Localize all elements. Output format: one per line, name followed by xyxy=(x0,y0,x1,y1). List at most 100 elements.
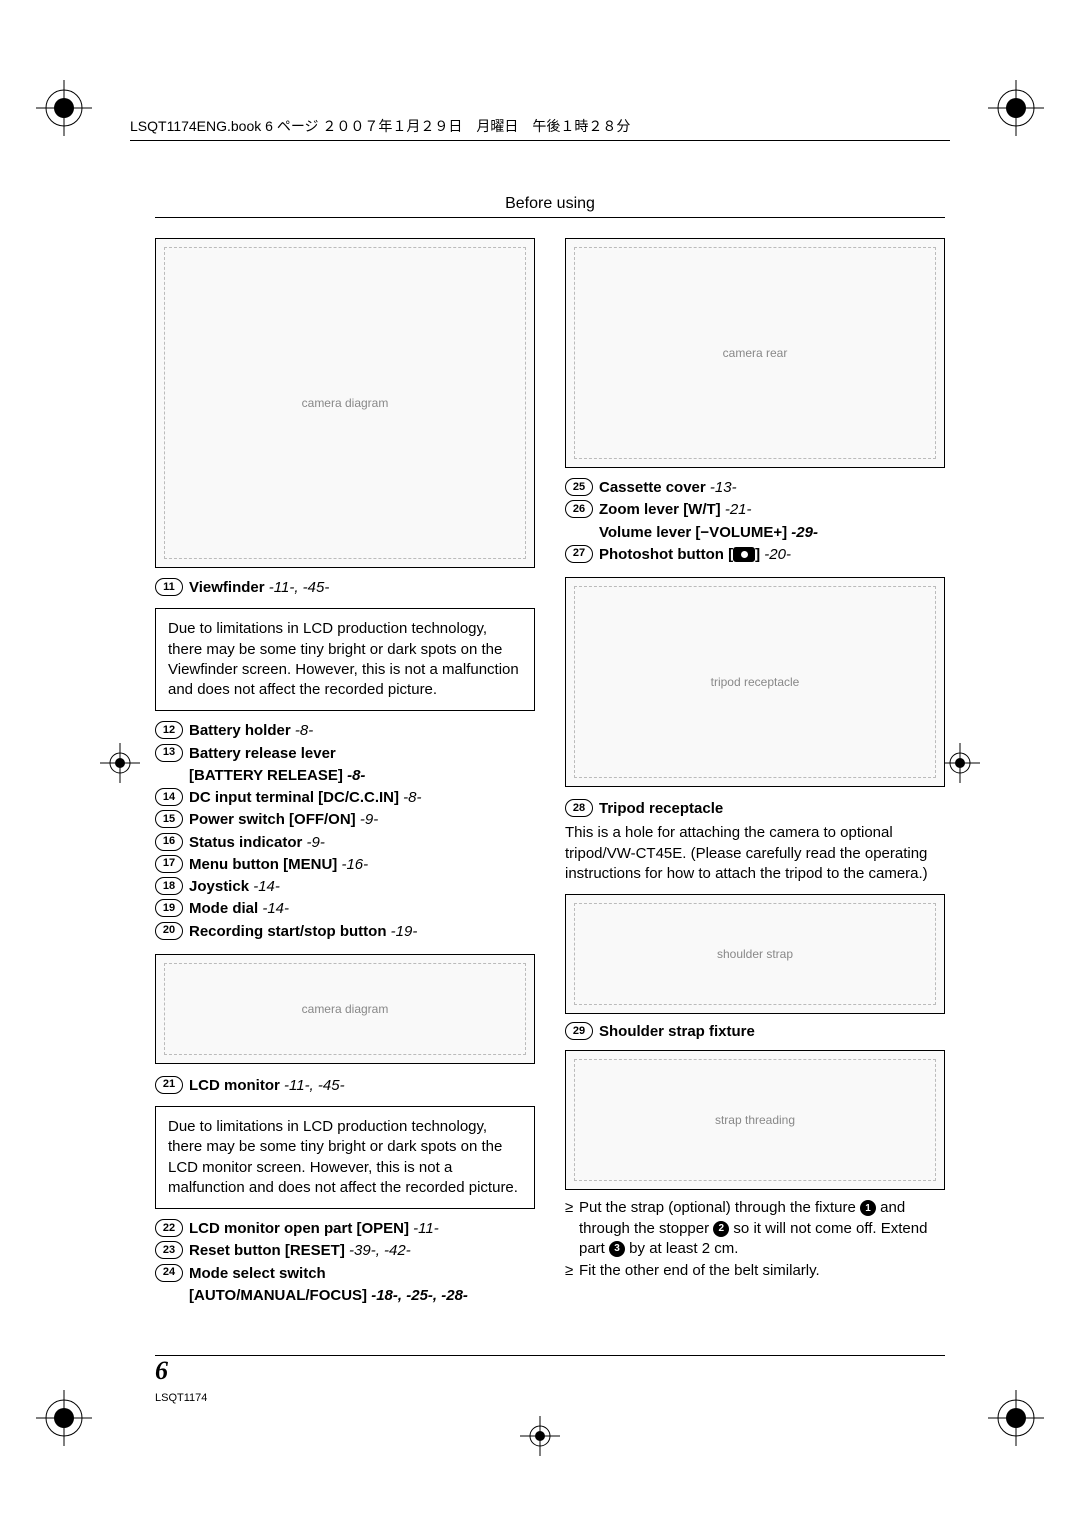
item-label: Viewfinder -11-, -45- xyxy=(189,578,329,598)
item-label: [BATTERY RELEASE] -8- xyxy=(189,766,365,786)
item-list: 25 Cassette cover -13- 26 Zoom lever [W/T] … xyxy=(565,478,945,565)
item-list: 28 Tripod receptacle xyxy=(565,799,945,819)
note-viewfinder: Due to limitations in LCD production tec… xyxy=(155,608,535,711)
item-list: 12 Battery holder -8- 13Battery release le… xyxy=(155,721,535,942)
item-label: Shoulder strap fixture xyxy=(599,1022,755,1042)
callout-number: 19 xyxy=(155,899,183,917)
bullet-item: Put the strap (optional) through the fix… xyxy=(565,1198,945,1259)
list-item: 19 Mode dial -14- xyxy=(155,899,535,919)
diagram-camera-rear: camera rear xyxy=(565,238,945,468)
item-label: Photoshot button [] -20- xyxy=(599,545,791,565)
list-item: 29 Shoulder strap fixture xyxy=(565,1022,945,1042)
item-label: Zoom lever [W/T] -21- xyxy=(599,500,752,520)
callout-number: 27 xyxy=(565,545,593,563)
list-item: 18 Joystick -14- xyxy=(155,877,535,897)
list-item: 25 Cassette cover -13- xyxy=(565,478,945,498)
list-item: 11 Viewfinder -11-, -45- xyxy=(155,578,535,598)
doc-code: LSQT1174 xyxy=(155,1392,207,1404)
list-item: [AUTO/MANUAL/FOCUS] -18-, -25-, -28- xyxy=(155,1286,535,1306)
list-item: 15 Power switch [OFF/ON] -9- xyxy=(155,810,535,830)
list-item: 14 DC input terminal [DC/C.C.IN] -8- xyxy=(155,788,535,808)
crop-mark-right xyxy=(940,743,980,783)
callout-number: 14 xyxy=(155,788,183,806)
bullet-list: Put the strap (optional) through the fix… xyxy=(565,1198,945,1281)
diagram-tripod: tripod receptacle xyxy=(565,577,945,787)
callout-number: 28 xyxy=(565,799,593,817)
callout-number: 22 xyxy=(155,1219,183,1237)
callout-number: 24 xyxy=(155,1264,183,1282)
diagram-camera-side: camera diagram xyxy=(155,238,535,568)
callout-number: 26 xyxy=(565,500,593,518)
callout-number: 20 xyxy=(155,922,183,940)
item-label: Reset button [RESET] -39-, -42- xyxy=(189,1241,411,1261)
list-item: 27 Photoshot button [] -20- xyxy=(565,545,945,565)
callout-number: 21 xyxy=(155,1076,183,1094)
inline-number-icon: 2 xyxy=(713,1221,729,1237)
reg-mark-br xyxy=(988,1390,1044,1446)
list-item: 20 Recording start/stop button -19- xyxy=(155,922,535,942)
item-list: 22 LCD monitor open part [OPEN] -11- 23 Res… xyxy=(155,1219,535,1306)
inline-number-icon: 3 xyxy=(609,1241,625,1257)
item-label: Tripod receptacle xyxy=(599,799,723,819)
callout-number: 12 xyxy=(155,721,183,739)
diagram-strap-threading: strap threading xyxy=(565,1050,945,1190)
callout-number: 25 xyxy=(565,478,593,496)
item-list: 11 Viewfinder -11-, -45- xyxy=(155,578,535,598)
item-label: Mode dial -14- xyxy=(189,899,289,919)
item-label: Battery release lever xyxy=(189,744,336,764)
callout-number: 23 xyxy=(155,1241,183,1259)
tripod-description: This is a hole for attaching the camera … xyxy=(565,823,945,884)
list-item: 26 Zoom lever [W/T] -21- xyxy=(565,500,945,520)
item-label: Menu button [MENU] -16- xyxy=(189,855,368,875)
callout-number: 11 xyxy=(155,578,183,596)
inline-number-icon: 1 xyxy=(860,1200,876,1216)
list-item: 21 LCD monitor -11-, -45- xyxy=(155,1076,535,1096)
list-item: [BATTERY RELEASE] -8- xyxy=(155,766,535,786)
list-item: 17 Menu button [MENU] -16- xyxy=(155,855,535,875)
reg-mark-bl xyxy=(36,1390,92,1446)
note-lcd: Due to limitations in LCD production tec… xyxy=(155,1106,535,1209)
left-column: camera diagram 11 Viewfinder -11-, -45- D… xyxy=(155,238,535,1308)
callout-number: 15 xyxy=(155,810,183,828)
item-label: Joystick -14- xyxy=(189,877,280,897)
list-item: 24 Mode select switch xyxy=(155,1264,535,1284)
title-rule xyxy=(155,217,945,218)
section-title: Before using xyxy=(155,195,945,213)
header-rule xyxy=(130,140,950,141)
item-label: Power switch [OFF/ON] -9- xyxy=(189,810,378,830)
footer-rule xyxy=(155,1355,945,1356)
camera-icon xyxy=(733,547,755,562)
item-label: Battery holder -8- xyxy=(189,721,313,741)
list-item: 28 Tripod receptacle xyxy=(565,799,945,819)
list-item: 12 Battery holder -8- xyxy=(155,721,535,741)
crop-mark-bottom xyxy=(520,1416,560,1456)
item-label: Recording start/stop button -19- xyxy=(189,922,417,942)
item-label: Volume lever [−VOLUME+] -29- xyxy=(599,523,818,543)
item-list: 29 Shoulder strap fixture xyxy=(565,1022,945,1042)
list-item: 22 LCD monitor open part [OPEN] -11- xyxy=(155,1219,535,1239)
header-line: LSQT1174ENG.book 6 ページ ２００７年１月２９日 月曜日 午後… xyxy=(130,116,630,136)
page-number: 6 xyxy=(155,1356,168,1386)
diagram-camera-lcd: camera diagram xyxy=(155,954,535,1064)
list-item: 13Battery release lever xyxy=(155,744,535,764)
crop-mark-left xyxy=(100,743,140,783)
bullet-item: Fit the other end of the belt similarly. xyxy=(565,1261,945,1281)
item-label: LCD monitor -11-, -45- xyxy=(189,1076,345,1096)
content-area: Before using camera diagram 11 Viewfinder… xyxy=(155,195,945,1396)
list-item: Volume lever [−VOLUME+] -29- xyxy=(565,523,945,543)
item-label: LCD monitor open part [OPEN] -11- xyxy=(189,1219,439,1239)
diagram-strap-fixture: shoulder strap xyxy=(565,894,945,1014)
right-column: camera rear 25 Cassette cover -13- 26 Zoom … xyxy=(565,238,945,1308)
item-label: DC input terminal [DC/C.C.IN] -8- xyxy=(189,788,422,808)
callout-number: 18 xyxy=(155,877,183,895)
item-label: Status indicator -9- xyxy=(189,833,325,853)
list-item: 16 Status indicator -9- xyxy=(155,833,535,853)
callout-number: 16 xyxy=(155,833,183,851)
list-item: 23 Reset button [RESET] -39-, -42- xyxy=(155,1241,535,1261)
item-list: 21 LCD monitor -11-, -45- xyxy=(155,1076,535,1096)
reg-mark-tl xyxy=(36,80,92,136)
item-label: Cassette cover -13- xyxy=(599,478,737,498)
callout-number: 29 xyxy=(565,1022,593,1040)
item-label: Mode select switch xyxy=(189,1264,326,1284)
callout-number: 17 xyxy=(155,855,183,873)
